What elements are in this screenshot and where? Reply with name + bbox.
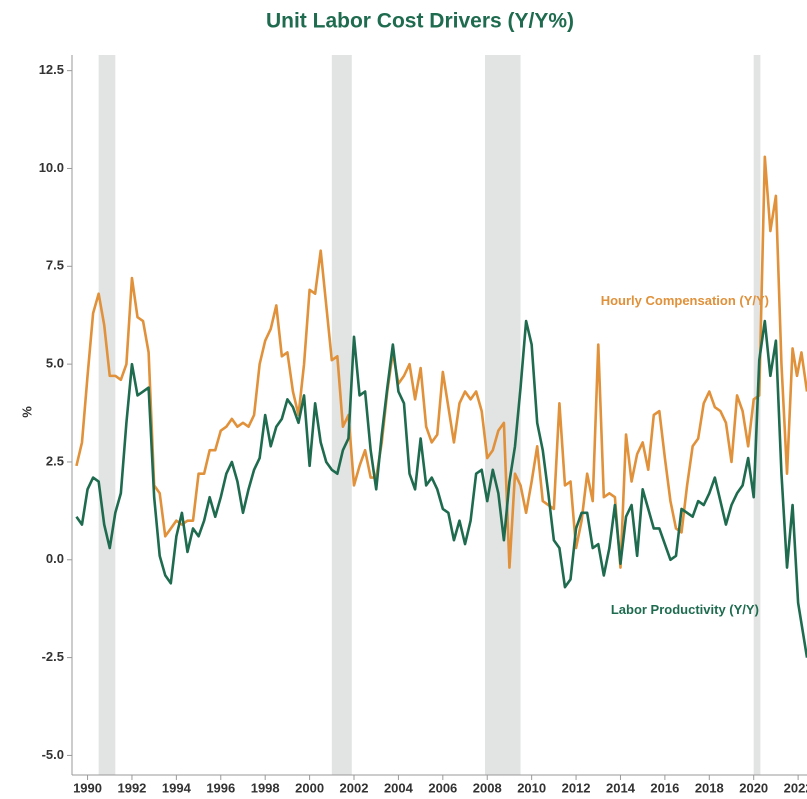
series-line [75, 319, 807, 658]
x-tick-label: 2010 [517, 780, 546, 795]
chart-title: Unit Labor Cost Drivers (Y/Y%) [266, 10, 574, 33]
series-line [75, 155, 807, 569]
y-tick-label: 5.0 [46, 356, 64, 371]
recession-band [98, 55, 116, 775]
x-tick-label: 2020 [739, 780, 768, 795]
x-tick-label: 2008 [473, 780, 502, 795]
x-tick-label: 2004 [384, 780, 414, 795]
x-tick-label: 2022 [784, 780, 807, 795]
plot [75, 155, 807, 658]
x-tick-label: 2000 [295, 780, 324, 795]
y-tick-label: 0.0 [46, 551, 64, 566]
shading [98, 55, 761, 775]
x-tick-label: 1992 [117, 780, 146, 795]
x-tick-label: 2002 [340, 780, 369, 795]
x-tick-label: 2012 [562, 780, 591, 795]
y-tick-label: 12.5 [39, 62, 64, 77]
x-tick-label: 1994 [162, 780, 192, 795]
recession-band [485, 55, 521, 775]
y-axis-label: % [19, 406, 34, 418]
x-tick-label: 2014 [606, 780, 636, 795]
y-tick-label: 7.5 [46, 258, 64, 273]
x-tick-label: 2016 [650, 780, 679, 795]
y-tick-label: -5.0 [42, 747, 64, 762]
x-tick-label: 2018 [695, 780, 724, 795]
y-tick-label: -2.5 [42, 649, 64, 664]
annotation: Labor Productivity (Y/Y) [611, 602, 759, 617]
x-tick-label: 1998 [251, 780, 280, 795]
annotation: Hourly Compensation (Y/Y) [601, 293, 769, 308]
x-tick-label: 2006 [428, 780, 457, 795]
x-tick-label: 1996 [206, 780, 235, 795]
y-tick-label: 10.0 [39, 160, 64, 175]
y-tick-label: 2.5 [46, 453, 64, 468]
x-tick-label: 1990 [73, 780, 102, 795]
